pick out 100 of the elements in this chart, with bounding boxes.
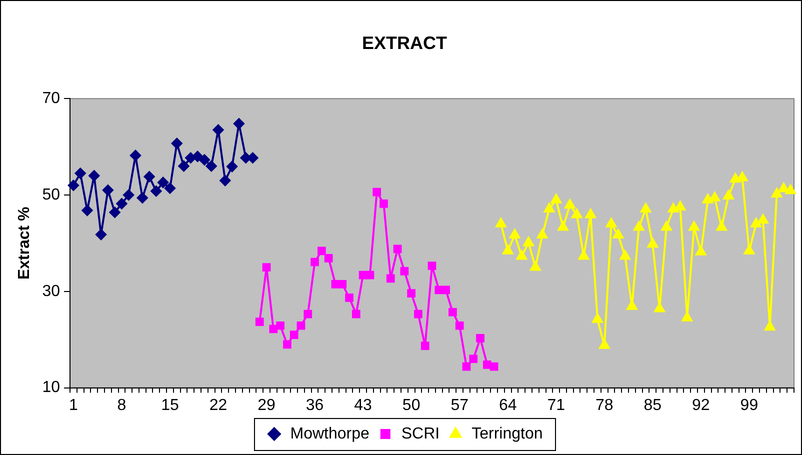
- point: [88, 170, 100, 182]
- point: [490, 362, 498, 371]
- point: [640, 202, 652, 212]
- point: [550, 194, 562, 204]
- point: [352, 310, 360, 318]
- point: [158, 176, 169, 188]
- point: [366, 270, 374, 280]
- point: [68, 180, 79, 191]
- point: [778, 182, 789, 192]
- point: [599, 339, 610, 349]
- x-tick-label: 43: [354, 396, 372, 414]
- point: [304, 310, 312, 318]
- x-tick-label: 50: [402, 396, 420, 414]
- point: [661, 221, 672, 231]
- point: [414, 310, 422, 318]
- point: [296, 321, 306, 330]
- point: [448, 308, 457, 316]
- point: [116, 198, 128, 210]
- point: [606, 218, 617, 228]
- point: [393, 244, 402, 254]
- point: [82, 204, 93, 216]
- point: [696, 246, 706, 256]
- x-tick-label: 64: [498, 396, 517, 414]
- point: [428, 262, 436, 270]
- x-tick-label: 1: [68, 396, 78, 414]
- point: [102, 184, 114, 196]
- point: [74, 168, 86, 179]
- point: [345, 293, 354, 302]
- point: [407, 289, 416, 298]
- point: [764, 321, 776, 331]
- point: [585, 208, 596, 218]
- point: [212, 124, 224, 136]
- point: [723, 190, 734, 200]
- point: [338, 280, 347, 288]
- x-tick-label: 22: [209, 396, 228, 414]
- point: [469, 354, 478, 364]
- point: [771, 188, 782, 198]
- point: [220, 175, 231, 186]
- y-tick-label: 50: [42, 186, 60, 204]
- point: [516, 250, 527, 260]
- point: [206, 160, 217, 172]
- point: [269, 324, 278, 334]
- point: [283, 340, 292, 349]
- point: [150, 186, 162, 197]
- chart-title: EXTRACT: [362, 32, 448, 53]
- point: [571, 208, 582, 218]
- point: [592, 313, 603, 323]
- point: [674, 201, 686, 211]
- point: [750, 218, 762, 228]
- point: [476, 334, 484, 342]
- point: [136, 192, 148, 204]
- point: [502, 244, 514, 254]
- point: [455, 321, 464, 330]
- point: [317, 246, 326, 256]
- point: [276, 321, 284, 330]
- point: [744, 244, 755, 254]
- point: [123, 190, 134, 200]
- x-tick-label: 78: [595, 396, 614, 414]
- point: [255, 318, 264, 326]
- y-tick-label: 70: [42, 90, 60, 108]
- point: [96, 229, 107, 240]
- point: [716, 221, 727, 231]
- point: [578, 250, 590, 260]
- point: [198, 154, 210, 166]
- x-tick-label: 8: [117, 396, 126, 414]
- x-tick-label: 15: [161, 396, 179, 414]
- point: [688, 221, 700, 231]
- point: [523, 236, 534, 246]
- point: [380, 199, 388, 208]
- point: [462, 362, 471, 371]
- x-tick-label: 29: [258, 396, 276, 414]
- x-tick-label: 57: [450, 396, 469, 414]
- point: [130, 150, 141, 161]
- point: [736, 172, 748, 182]
- point: [226, 161, 238, 172]
- point: [310, 258, 319, 266]
- point: [682, 312, 692, 322]
- legend-label: Terrington: [472, 425, 543, 442]
- point: [372, 188, 382, 196]
- legend-label: Mowthorpe: [290, 425, 370, 442]
- point: [530, 261, 541, 271]
- point: [171, 138, 182, 149]
- point: [758, 214, 768, 224]
- point: [178, 160, 190, 172]
- point: [612, 229, 624, 239]
- y-tick-label: 10: [42, 379, 60, 396]
- point: [564, 199, 576, 209]
- point: [544, 202, 555, 212]
- point: [324, 254, 333, 262]
- point: [442, 286, 450, 294]
- x-tick-label: 92: [692, 396, 710, 414]
- point: [192, 150, 204, 162]
- point: [420, 342, 430, 350]
- point: [634, 221, 644, 231]
- point: [164, 182, 176, 194]
- point: [709, 192, 720, 202]
- legend-label: SCRI: [401, 425, 440, 442]
- point: [496, 218, 506, 228]
- point: [482, 360, 492, 369]
- point: [262, 263, 271, 272]
